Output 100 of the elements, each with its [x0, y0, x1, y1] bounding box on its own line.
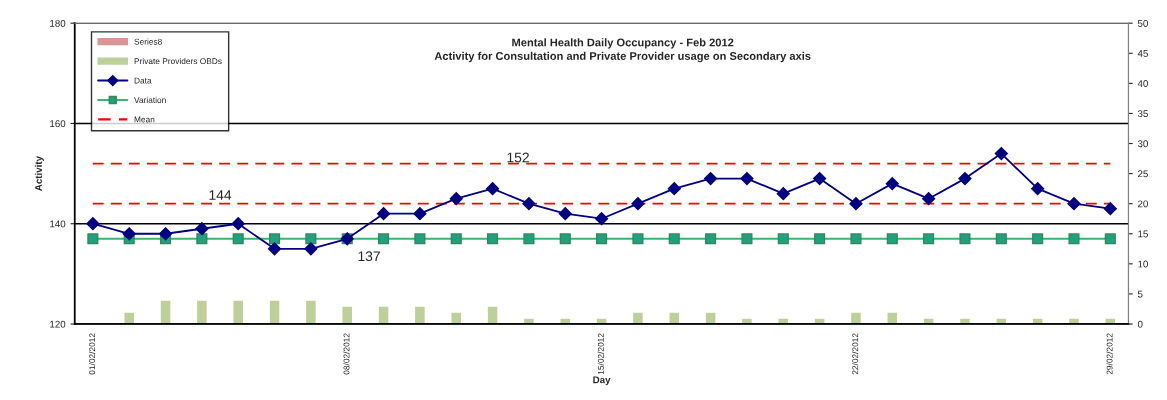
y2-tick-label: 10: [1138, 260, 1148, 268]
point: [922, 192, 936, 206]
y-tick-label: 140: [50, 220, 66, 228]
bar: [341, 305, 354, 324]
bar: [195, 299, 209, 324]
point: [668, 233, 680, 245]
x-tick-label: 15/02/2012: [597, 333, 604, 375]
bar: [668, 311, 681, 324]
point: [232, 233, 244, 245]
legend-label: Variation: [134, 96, 166, 103]
point: [122, 227, 136, 241]
bar: [595, 317, 608, 324]
point: [1067, 197, 1081, 211]
point: [631, 197, 645, 211]
y2-tick-label: 40: [1137, 80, 1148, 87]
point: [595, 212, 609, 226]
point: [632, 233, 644, 245]
point: [1068, 233, 1080, 245]
point: [1032, 233, 1044, 245]
bar: [377, 305, 390, 324]
bar: [740, 317, 754, 324]
x-tick-label: 29/02/2012: [1106, 333, 1113, 375]
point: [414, 233, 426, 245]
y-axis-title: Activity: [34, 156, 44, 191]
point: [923, 233, 935, 245]
point: [705, 233, 717, 245]
point: [885, 177, 899, 191]
point: [558, 207, 572, 221]
point: [995, 233, 1007, 245]
point: [741, 233, 753, 245]
point: [1031, 182, 1045, 196]
bar: [1104, 317, 1117, 324]
bar: [413, 305, 427, 324]
y2-tick-label: 30: [1137, 140, 1148, 148]
bar: [704, 311, 717, 324]
y2-tick-label: 0: [1137, 320, 1143, 328]
point: [849, 197, 863, 211]
point: [850, 233, 862, 245]
y2-tick-label: 45: [1137, 50, 1148, 57]
bar: [522, 317, 536, 324]
y2-tick-label: 35: [1137, 110, 1148, 118]
point: [268, 233, 281, 245]
y2-tick-label: 25: [1138, 170, 1148, 178]
point: [959, 233, 971, 245]
bar: [268, 299, 281, 324]
point: [704, 172, 718, 186]
point: [304, 242, 318, 256]
y-tick-label: 160: [50, 120, 66, 128]
y2-tick-label: 5: [1137, 290, 1143, 298]
bar: [886, 311, 899, 324]
bar: [486, 305, 499, 324]
point: [450, 233, 462, 245]
bar: [922, 317, 935, 324]
point: [740, 172, 754, 186]
y-tick-label: 180: [50, 19, 66, 27]
point: [267, 242, 282, 256]
point: [376, 207, 391, 221]
point: [813, 172, 827, 186]
y2-tick-label: 50: [1137, 19, 1148, 27]
point: [667, 182, 681, 196]
point: [86, 217, 100, 231]
bar: [304, 299, 318, 324]
annotation: 137: [358, 251, 380, 262]
point: [487, 233, 499, 245]
point: [559, 233, 571, 245]
y2-tick-label: 20: [1138, 200, 1148, 208]
point: [596, 233, 608, 245]
point: [886, 233, 898, 245]
x-axis-title: Day: [593, 376, 611, 386]
text: Mental Health Daily Occupancy - Feb 2012: [512, 38, 734, 49]
legend-label: Data: [134, 77, 152, 84]
point: [413, 207, 427, 221]
point: [1104, 233, 1116, 245]
annotation: 144: [209, 190, 232, 200]
point: [449, 192, 463, 206]
point: [523, 233, 535, 245]
point: [158, 227, 173, 241]
bar: [232, 299, 245, 324]
legend-label: Private Providers OBDs: [134, 57, 222, 65]
y-tick-label: 120: [50, 320, 66, 328]
legend-label: Mean: [134, 116, 155, 123]
point: [814, 233, 826, 245]
point: [776, 187, 790, 201]
bar: [1031, 317, 1044, 324]
bar: [559, 317, 572, 324]
bar: [1067, 317, 1081, 324]
y2-tick-label: 15: [1138, 230, 1148, 238]
point: [522, 197, 536, 211]
point: [485, 182, 500, 196]
point: [196, 233, 208, 245]
annotation: 152: [507, 152, 529, 163]
bar: [123, 311, 136, 324]
bar: [995, 317, 1008, 324]
point: [195, 222, 209, 236]
point: [958, 172, 972, 186]
bar: [958, 317, 972, 324]
x-tick-label: 01/02/2012: [88, 333, 96, 375]
point: [231, 217, 245, 231]
legend-label: Series8: [134, 38, 162, 45]
bar: [777, 317, 790, 324]
